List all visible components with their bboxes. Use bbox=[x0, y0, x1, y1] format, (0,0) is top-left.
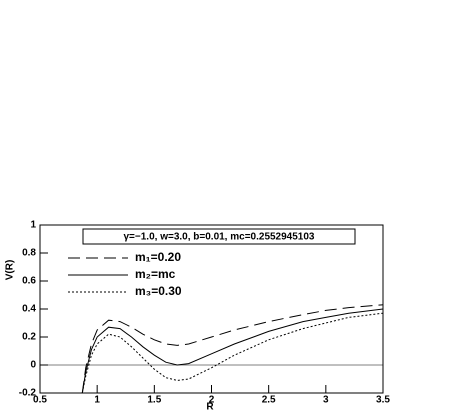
series-line bbox=[81, 304, 384, 394]
y-tick-label: 1 bbox=[30, 220, 36, 231]
series-line bbox=[81, 308, 384, 394]
title-box bbox=[82, 228, 356, 245]
x-axis-label: R bbox=[206, 402, 214, 413]
series-line bbox=[81, 312, 384, 394]
y-tick-label: 0.8 bbox=[22, 248, 36, 259]
x-tick-label: 3.5 bbox=[376, 395, 390, 406]
x-tick-label: 1.5 bbox=[147, 395, 161, 406]
y-tick-label: -0.2 bbox=[19, 388, 37, 399]
y-tick-label: 0.2 bbox=[22, 332, 36, 343]
x-tick-label: 2.5 bbox=[262, 395, 276, 406]
y-axis-label: V(R) bbox=[5, 260, 16, 281]
x-tick-label: 1 bbox=[94, 395, 100, 406]
legend-label: m₃=0.30 bbox=[135, 284, 182, 298]
x-tick-label: 3 bbox=[323, 395, 329, 406]
chart-title: γ=−1.0, w=3.0, b=0.01, mc=0.2552945103 bbox=[124, 232, 315, 243]
x-tick-label: 0.5 bbox=[33, 395, 47, 406]
legend-label: m₁=0.20 bbox=[135, 250, 181, 264]
legend-label: m₂=mc bbox=[135, 267, 176, 281]
y-tick-label: 0.4 bbox=[22, 304, 36, 315]
x-tick-label: 2 bbox=[209, 395, 215, 406]
y-tick-label: 0 bbox=[30, 360, 36, 371]
y-tick-label: 0.6 bbox=[22, 276, 36, 287]
